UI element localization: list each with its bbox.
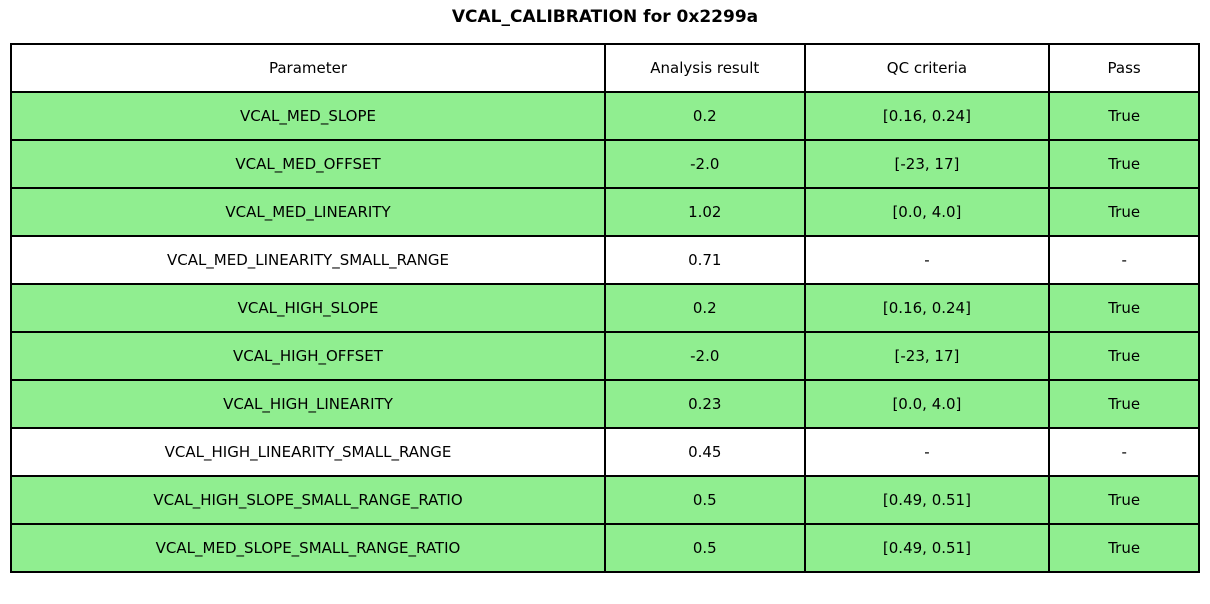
column-header-qc-criteria: QC criteria [803,43,1051,93]
parameter-cell: VCAL_MED_SLOPE_SMALL_RANGE_RATIO [10,523,606,573]
pass-cell: True [1048,475,1200,525]
parameter-cell: VCAL_HIGH_LINEARITY [10,379,606,429]
analysis-result-cell: 0.45 [604,427,806,477]
table-row: VCAL_MED_OFFSET -2.0 [-23, 17] True [10,139,1200,189]
table-row: VCAL_MED_LINEARITY_SMALL_RANGE 0.71 - - [10,235,1200,285]
parameter-cell: VCAL_HIGH_SLOPE [10,283,606,333]
pass-cell: True [1048,379,1200,429]
table-header-row: Parameter Analysis result QC criteria Pa… [10,43,1200,93]
qc-criteria-cell: [0.16, 0.24] [803,91,1051,141]
table-row: VCAL_HIGH_LINEARITY 0.23 [0.0, 4.0] True [10,379,1200,429]
qc-criteria-cell: - [803,235,1051,285]
table-row: VCAL_HIGH_SLOPE_SMALL_RANGE_RATIO 0.5 [0… [10,475,1200,525]
parameter-cell: VCAL_MED_OFFSET [10,139,606,189]
parameter-cell: VCAL_HIGH_SLOPE_SMALL_RANGE_RATIO [10,475,606,525]
analysis-result-cell: 0.2 [604,91,806,141]
qc-criteria-cell: [0.16, 0.24] [803,283,1051,333]
pass-cell: - [1048,235,1200,285]
table-row: VCAL_MED_SLOPE_SMALL_RANGE_RATIO 0.5 [0.… [10,523,1200,573]
qc-criteria-cell: [0.49, 0.51] [803,475,1051,525]
qc-calibration-table: Parameter Analysis result QC criteria Pa… [10,43,1200,573]
analysis-result-cell: 0.23 [604,379,806,429]
pass-cell: True [1048,187,1200,237]
qc-criteria-cell: - [803,427,1051,477]
parameter-cell: VCAL_MED_SLOPE [10,91,606,141]
pass-cell: True [1048,283,1200,333]
qc-criteria-cell: [-23, 17] [803,331,1051,381]
analysis-result-cell: -2.0 [604,331,806,381]
pass-cell: True [1048,139,1200,189]
pass-cell: True [1048,523,1200,573]
analysis-result-cell: 0.71 [604,235,806,285]
pass-cell: - [1048,427,1200,477]
table-row: VCAL_MED_LINEARITY 1.02 [0.0, 4.0] True [10,187,1200,237]
parameter-cell: VCAL_HIGH_LINEARITY_SMALL_RANGE [10,427,606,477]
parameter-cell: VCAL_MED_LINEARITY_SMALL_RANGE [10,235,606,285]
analysis-result-cell: 1.02 [604,187,806,237]
column-header-parameter: Parameter [10,43,606,93]
page-title: VCAL_CALIBRATION for 0x2299a [451,7,759,27]
qc-criteria-cell: [0.0, 4.0] [803,379,1051,429]
table-row: VCAL_HIGH_LINEARITY_SMALL_RANGE 0.45 - - [10,427,1200,477]
column-header-pass: Pass [1048,43,1200,93]
analysis-result-cell: -2.0 [604,139,806,189]
qc-criteria-cell: [0.49, 0.51] [803,523,1051,573]
analysis-result-cell: 0.2 [604,283,806,333]
qc-criteria-cell: [-23, 17] [803,139,1051,189]
analysis-result-cell: 0.5 [604,475,806,525]
table-row: VCAL_HIGH_SLOPE 0.2 [0.16, 0.24] True [10,283,1200,333]
analysis-result-cell: 0.5 [604,523,806,573]
table-row: VCAL_HIGH_OFFSET -2.0 [-23, 17] True [10,331,1200,381]
parameter-cell: VCAL_HIGH_OFFSET [10,331,606,381]
qc-criteria-cell: [0.0, 4.0] [803,187,1051,237]
pass-cell: True [1048,331,1200,381]
pass-cell: True [1048,91,1200,141]
parameter-cell: VCAL_MED_LINEARITY [10,187,606,237]
table-row: VCAL_MED_SLOPE 0.2 [0.16, 0.24] True [10,91,1200,141]
column-header-analysis-result: Analysis result [604,43,806,93]
